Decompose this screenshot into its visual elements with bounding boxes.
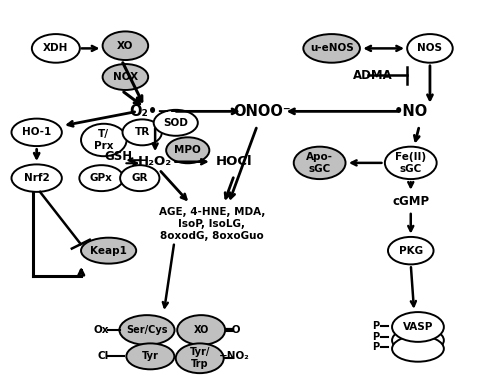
Text: =O: =O: [224, 325, 241, 335]
Ellipse shape: [102, 31, 148, 60]
Text: ADMA: ADMA: [352, 69, 392, 82]
Text: GSH: GSH: [104, 150, 132, 163]
Ellipse shape: [387, 237, 432, 264]
Text: NOX: NOX: [113, 72, 138, 82]
Ellipse shape: [126, 344, 174, 369]
Text: TR: TR: [134, 128, 149, 137]
Ellipse shape: [81, 124, 126, 156]
Text: XO: XO: [193, 325, 208, 335]
Text: P: P: [372, 342, 379, 352]
Ellipse shape: [384, 147, 436, 179]
Ellipse shape: [303, 34, 359, 63]
Text: AGE, 4-HNE, MDA,
IsoP, IsoLG,
8oxodG, 8oxoGuo: AGE, 4-HNE, MDA, IsoP, IsoLG, 8oxodG, 8o…: [158, 207, 264, 241]
Ellipse shape: [391, 312, 443, 342]
Ellipse shape: [175, 344, 223, 373]
Text: HO-1: HO-1: [22, 128, 51, 137]
Ellipse shape: [32, 34, 80, 63]
Ellipse shape: [391, 327, 443, 353]
Ellipse shape: [293, 147, 345, 179]
Text: •NO: •NO: [393, 104, 427, 119]
Ellipse shape: [154, 110, 197, 136]
Text: T/
Prx: T/ Prx: [94, 129, 113, 151]
Text: Ox: Ox: [94, 325, 109, 335]
Text: Fe(II)
sGC: Fe(II) sGC: [395, 152, 425, 173]
Text: H₂O₂: H₂O₂: [138, 155, 172, 168]
Ellipse shape: [406, 34, 452, 63]
Ellipse shape: [166, 137, 209, 163]
Text: GR: GR: [131, 173, 148, 183]
Text: VASP: VASP: [402, 322, 432, 332]
Text: MPO: MPO: [174, 145, 201, 155]
Text: ONOO⁻: ONOO⁻: [233, 104, 290, 119]
Ellipse shape: [391, 336, 443, 362]
Ellipse shape: [119, 315, 174, 345]
Ellipse shape: [12, 164, 62, 192]
Ellipse shape: [120, 165, 159, 191]
Text: Cl: Cl: [97, 351, 108, 361]
Text: P: P: [372, 332, 379, 342]
Text: Tyr/
Trp: Tyr/ Trp: [189, 347, 209, 369]
Text: XDH: XDH: [43, 43, 68, 53]
Text: XO: XO: [117, 41, 133, 51]
Text: SOD: SOD: [163, 118, 188, 128]
Text: HOCl: HOCl: [216, 155, 252, 168]
Text: u-eNOS: u-eNOS: [309, 43, 353, 53]
Text: cGMP: cGMP: [391, 195, 429, 208]
Text: GPx: GPx: [90, 173, 113, 183]
Text: NOS: NOS: [417, 43, 442, 53]
Text: PKG: PKG: [398, 246, 422, 255]
Ellipse shape: [12, 119, 62, 146]
Text: Tyr: Tyr: [142, 351, 158, 361]
Ellipse shape: [102, 64, 148, 90]
Ellipse shape: [79, 165, 123, 191]
Text: Ser/Cys: Ser/Cys: [126, 325, 168, 335]
Ellipse shape: [81, 238, 136, 264]
Text: −NO₂: −NO₂: [218, 351, 249, 361]
Text: Keap1: Keap1: [90, 246, 127, 255]
Text: Nrf2: Nrf2: [24, 173, 49, 183]
Text: Apo-
sGC: Apo- sGC: [305, 152, 333, 173]
Text: O₂•−−: O₂•−−: [129, 104, 181, 119]
Ellipse shape: [177, 315, 225, 345]
Text: P: P: [372, 321, 379, 331]
Ellipse shape: [122, 119, 161, 145]
